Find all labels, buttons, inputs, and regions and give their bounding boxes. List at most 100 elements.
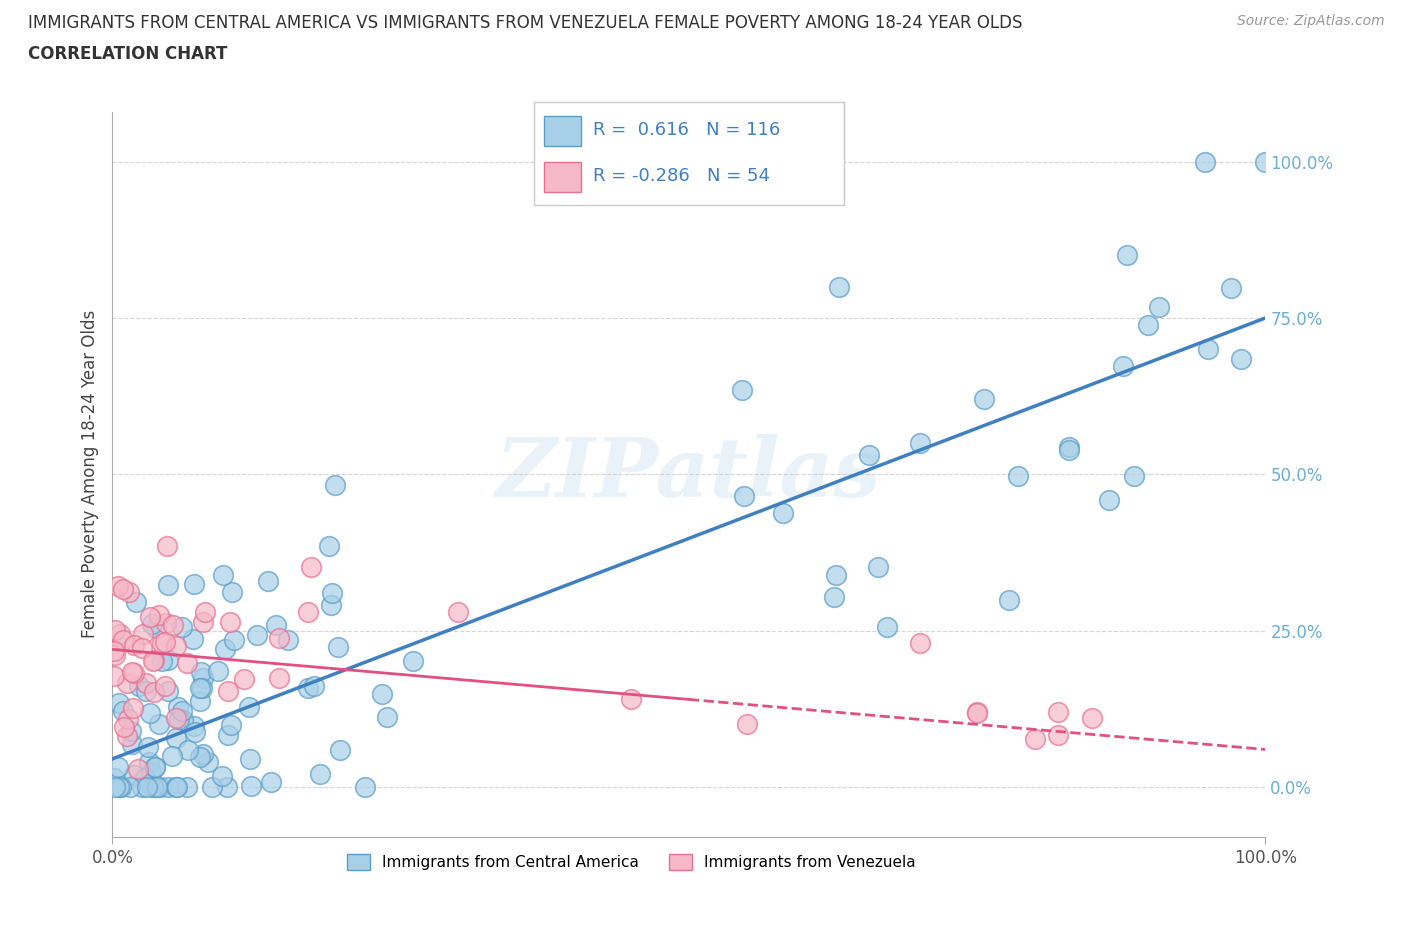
Point (219, 718, 242, 733)
Point (143, 760, 166, 775)
Point (131, 640, 153, 655)
Point (141, 765, 163, 780)
Point (325, 478, 347, 493)
Point (155, 615, 177, 630)
Point (132, 627, 155, 642)
Y-axis label: Female Poverty Among 18-24 Year Olds: Female Poverty Among 18-24 Year Olds (80, 311, 98, 638)
Point (141, 617, 163, 631)
Point (122, 700, 145, 715)
Point (973, 392, 995, 406)
Point (142, 779, 165, 794)
Point (122, 638, 145, 653)
Point (207, 664, 229, 679)
Point (135, 684, 157, 699)
Point (145, 621, 167, 636)
Point (183, 631, 205, 646)
Point (966, 705, 988, 720)
Point (264, 618, 287, 632)
Point (239, 751, 262, 766)
Point (176, 656, 198, 671)
Point (103, 771, 125, 786)
Point (318, 538, 340, 553)
Point (1098, 493, 1121, 508)
Point (269, 671, 291, 685)
Point (1046, 705, 1069, 720)
Point (183, 724, 205, 739)
Point (908, 636, 931, 651)
Point (148, 716, 170, 731)
Point (1024, 731, 1046, 746)
Point (117, 711, 139, 726)
Point (183, 719, 205, 734)
Point (139, 706, 162, 721)
Point (1230, 352, 1253, 366)
Point (107, 760, 129, 775)
Point (157, 653, 180, 668)
Point (103, 647, 125, 662)
Point (143, 760, 166, 775)
Point (998, 592, 1021, 607)
Point (371, 686, 394, 701)
Point (217, 779, 239, 794)
Point (103, 644, 125, 658)
Point (375, 710, 398, 724)
Point (620, 692, 643, 707)
Point (219, 615, 242, 630)
Point (176, 779, 198, 794)
Point (108, 696, 131, 711)
Point (353, 779, 375, 794)
Point (1147, 299, 1170, 314)
Text: R =  0.616   N = 116: R = 0.616 N = 116 (593, 121, 780, 139)
Point (150, 636, 173, 651)
Point (125, 595, 148, 610)
Text: IMMIGRANTS FROM CENTRAL AMERICA VS IMMIGRANTS FROM VENEZUELA FEMALE POVERTY AMON: IMMIGRANTS FROM CENTRAL AMERICA VS IMMIG… (28, 14, 1022, 32)
Point (823, 590, 845, 604)
Point (908, 435, 931, 450)
Point (238, 699, 260, 714)
Point (190, 664, 212, 679)
Point (162, 749, 184, 764)
Point (212, 567, 235, 582)
Point (112, 632, 135, 647)
Point (1123, 469, 1146, 484)
Point (120, 779, 142, 794)
Point (239, 779, 262, 794)
Point (155, 679, 177, 694)
Point (733, 489, 755, 504)
Point (157, 578, 180, 592)
Point (328, 640, 350, 655)
Point (166, 779, 188, 794)
Point (828, 279, 851, 294)
Point (177, 743, 200, 758)
Point (111, 581, 134, 596)
Point (1194, 154, 1216, 169)
Point (169, 711, 191, 726)
Point (868, 560, 890, 575)
Point (1057, 439, 1080, 454)
Point (222, 632, 245, 647)
Point (329, 743, 352, 758)
Point (191, 615, 214, 630)
Point (221, 584, 243, 599)
Point (188, 750, 211, 764)
Point (214, 641, 236, 656)
Point (321, 586, 343, 601)
Point (136, 779, 159, 794)
Point (127, 762, 149, 777)
Point (217, 727, 239, 742)
Point (139, 610, 162, 625)
FancyBboxPatch shape (544, 115, 581, 146)
Point (201, 779, 224, 794)
Point (302, 678, 325, 693)
Point (308, 766, 330, 781)
Point (1007, 469, 1029, 484)
Point (731, 382, 754, 397)
Point (157, 684, 180, 698)
Point (301, 560, 323, 575)
Point (103, 669, 125, 684)
Point (120, 724, 142, 738)
Point (1137, 318, 1160, 333)
Point (148, 608, 170, 623)
Point (110, 779, 132, 794)
Text: Source: ZipAtlas.com: Source: ZipAtlas.com (1237, 14, 1385, 28)
